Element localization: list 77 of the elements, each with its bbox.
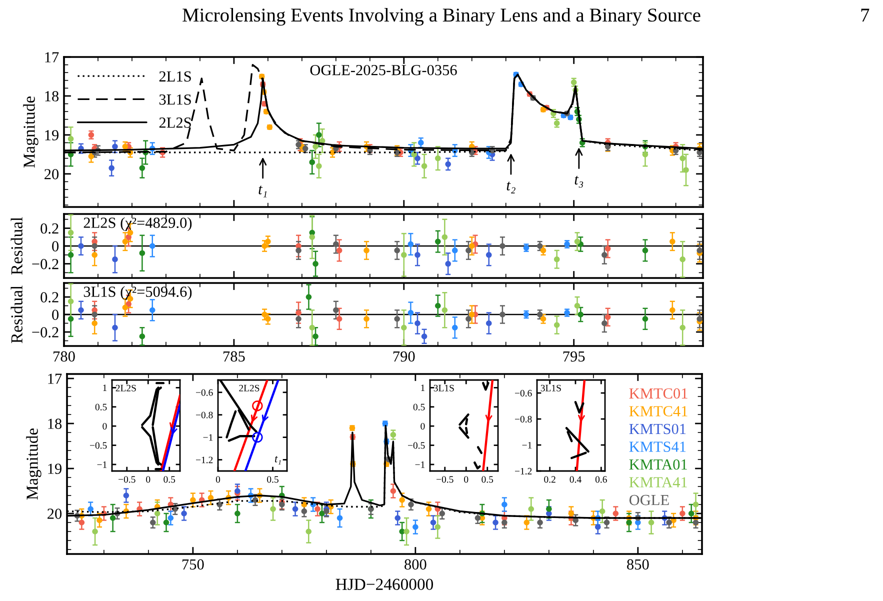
y-tick-label: 19 [48, 464, 62, 474]
y-axis-title: Magnitude [23, 96, 38, 168]
y-tick-label: 0 [420, 422, 425, 430]
text: Microlensing Events Involving a Binary Lens and a Binary Source [182, 8, 700, 26]
y-tick-label: 0 [102, 422, 107, 430]
y-tick-label: 0.5 [95, 404, 107, 410]
y-tick-label: 18 [45, 91, 59, 102]
legend-label: 3L1S [159, 94, 191, 105]
legend-label: 2L2S [159, 118, 191, 128]
annotation: 2L2S (χ²=4829.0) [84, 217, 192, 232]
y-tick-label: 0 [52, 241, 59, 252]
x-tick-label: 850 [627, 559, 649, 570]
y-tick-label: −0.5 [90, 442, 107, 449]
x-tick-label: −0.5 [436, 476, 454, 483]
x-tick-label: 780 [54, 351, 75, 362]
x-tick-label: 0 [464, 476, 468, 483]
y-axis-title: Magnitude [26, 428, 42, 500]
y-tick-label: 18 [48, 418, 62, 429]
text: KMTS01 [629, 424, 686, 434]
annotation: t₂ [506, 182, 516, 194]
annotation: 2L2S [239, 384, 260, 392]
x-tick-label: 0 [216, 476, 220, 483]
x-tick-label: 800 [404, 559, 426, 570]
x-tick-label: 0.2 [544, 476, 556, 483]
x-tick-label: 0.6 [595, 476, 607, 483]
y-tick-label: 1 [421, 384, 425, 392]
y-tick-label: −0.8 [196, 412, 213, 418]
annotation: 3L1S [434, 384, 454, 392]
text: KMTC01 [629, 388, 688, 399]
series-label: KMTA41 [629, 477, 687, 488]
y-axis-title: Residual [10, 217, 22, 275]
x-tick-label: 0.5 [267, 476, 278, 483]
y-tick-label: 17 [45, 52, 59, 62]
y-tick-label: −0.8 [514, 416, 532, 423]
annotation: 2L2S [116, 384, 136, 392]
text: KMTA01 [629, 459, 687, 470]
x-tick-label: 0.5 [482, 476, 494, 483]
y-tick-label: −1 [415, 461, 425, 468]
y-tick-label: −0.2 [32, 258, 58, 270]
chart-title: OGLE-2025-BLG-0356 [310, 64, 457, 76]
text: 7 [861, 8, 870, 22]
x-axis-title: HJD−2460000 [336, 578, 434, 590]
annotation: 3L1S [540, 384, 561, 392]
y-tick-label: 0.2 [40, 292, 58, 303]
y-tick-label: 20 [48, 508, 62, 519]
series-label: OGLE [629, 494, 669, 506]
y-tick-label: −0.6 [514, 390, 532, 397]
y-tick-label: 19 [45, 130, 59, 140]
legend-label: 2L1S [159, 71, 191, 82]
x-tick-label: 0.4 [570, 476, 582, 483]
y-tick-label: −1 [97, 461, 107, 468]
y-tick-label: −1.2 [514, 468, 532, 475]
x-tick-label: 795 [563, 351, 585, 362]
y-tick-label: 0.2 [40, 223, 58, 234]
y-tick-label: −0.6 [196, 389, 213, 396]
y-tick-label: 0.5 [413, 404, 425, 410]
y-tick-label: 20 [44, 169, 59, 180]
x-tick-label: 790 [393, 351, 415, 362]
y-tick-label: −1.2 [196, 456, 213, 464]
y-tick-label: −0.5 [408, 442, 425, 449]
text: KMTC41 [629, 406, 688, 416]
text: KMTS41 [629, 442, 686, 452]
x-tick-label: 0.5 [164, 476, 176, 483]
annotation: t₃ [574, 176, 584, 188]
x-tick-label: 785 [223, 351, 245, 362]
y-axis-title: Residual [10, 286, 22, 344]
y-tick-label: −1 [203, 434, 213, 441]
x-tick-label: 750 [182, 559, 204, 570]
annotation: t₁ [258, 186, 267, 198]
y-tick-label: −0.2 [32, 327, 58, 338]
y-tick-label: 17 [48, 374, 62, 384]
y-tick-label: 1 [103, 384, 107, 392]
x-tick-label: −0.5 [118, 476, 136, 483]
y-tick-label: −1 [522, 442, 532, 448]
y-tick-label: 0 [52, 310, 59, 320]
x-tick-label: 0 [146, 476, 150, 483]
annotation: t₁ [275, 456, 281, 465]
